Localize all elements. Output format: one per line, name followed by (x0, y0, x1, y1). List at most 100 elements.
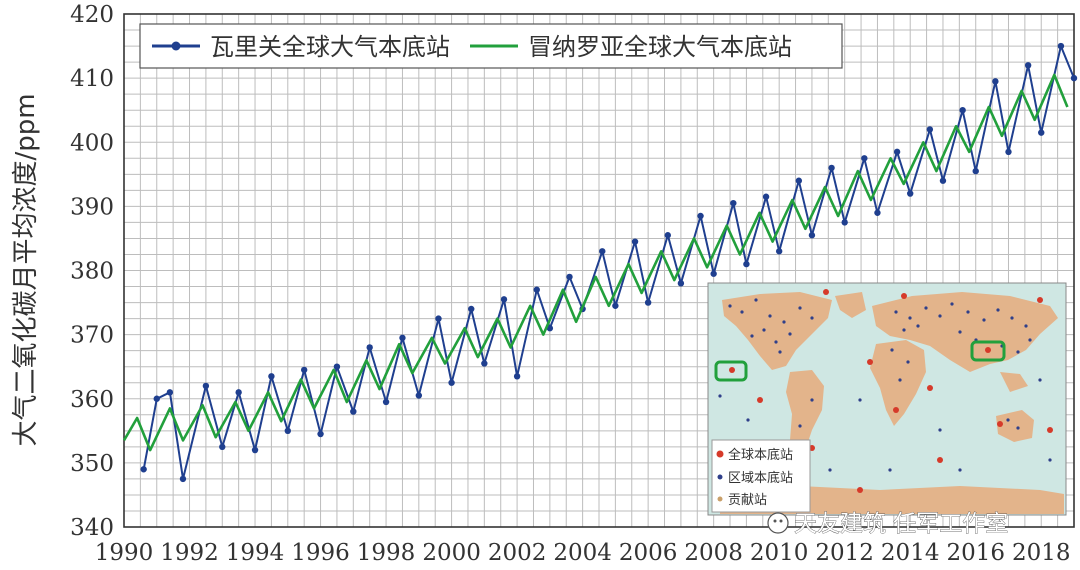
regional-station (728, 304, 732, 308)
data-point (202, 382, 210, 390)
data-point (775, 248, 783, 255)
data-point (874, 209, 881, 216)
regional-station (1016, 350, 1020, 354)
y-tick-label: 360 (70, 387, 114, 413)
inset-legend-contrib-marker (717, 496, 723, 502)
wechat-icon-dot (779, 519, 783, 523)
regional-station (908, 316, 912, 320)
data-point (500, 296, 508, 303)
data-point (140, 466, 147, 473)
regional-station (774, 340, 778, 344)
x-tick-label: 2000 (422, 540, 481, 566)
global-station (893, 407, 899, 413)
y-tick-label: 370 (70, 323, 114, 349)
data-point (268, 373, 275, 380)
regional-station (982, 318, 986, 322)
regional-station (996, 308, 1000, 312)
regional-station (894, 310, 898, 314)
regional-station (828, 468, 832, 472)
data-point (1070, 74, 1078, 82)
regional-station (750, 334, 754, 338)
data-point (366, 344, 373, 351)
data-point (599, 248, 606, 255)
data-point (415, 392, 423, 399)
data-point (1024, 62, 1032, 69)
x-tick-label: 1996 (291, 540, 350, 566)
data-point (808, 232, 816, 239)
regional-station (798, 306, 802, 310)
global-station (901, 293, 907, 299)
global-station (927, 385, 933, 391)
regional-station (890, 348, 894, 352)
data-point (251, 446, 259, 454)
data-point (730, 199, 737, 207)
regional-station (788, 332, 792, 336)
watermark: 天友建筑 任军工作室 (767, 511, 1009, 537)
regional-station (958, 468, 962, 472)
y-tick-label: 420 (70, 2, 114, 28)
inset-legend-regional-marker (717, 474, 723, 480)
regional-station (782, 320, 786, 324)
data-point (677, 280, 685, 287)
regional-station (1006, 418, 1010, 422)
regional-station (858, 398, 862, 402)
regional-station (754, 298, 758, 302)
global-station (857, 487, 863, 493)
data-point (1005, 148, 1012, 156)
data-point (861, 155, 868, 162)
x-tick-label: 1992 (160, 540, 219, 566)
series-layer (122, 42, 1078, 483)
regional-station (1028, 338, 1032, 342)
regional-station (1038, 378, 1042, 382)
data-point (939, 177, 947, 184)
data-point (468, 305, 475, 313)
x-tick-label: 2018 (1012, 540, 1071, 566)
inset-legend-box (711, 439, 811, 513)
data-point (481, 360, 488, 367)
regional-station (888, 468, 892, 472)
global-station (823, 289, 829, 295)
watermark-text: 天友建筑 任军工作室 (794, 511, 1008, 537)
data-point (631, 238, 639, 245)
regional-station (762, 328, 766, 332)
regional-station (778, 350, 782, 354)
regional-station (810, 316, 814, 320)
data-point (448, 379, 455, 386)
wechat-icon (767, 512, 789, 534)
legend-label-maunaloa: 冒纳罗亚全球大气本底站 (528, 33, 792, 61)
data-point (1057, 42, 1065, 50)
data-point (399, 334, 406, 342)
data-point (546, 325, 554, 332)
regional-station (740, 310, 744, 314)
regional-station (810, 398, 814, 402)
x-axis: 1990 1992 1994 1996 1998 2000 2002 2004 2006 2008… (95, 540, 1071, 566)
y-tick-label: 400 (70, 130, 114, 156)
global-station (729, 367, 735, 373)
global-station (1037, 297, 1043, 303)
inset-legend-contrib: 贡献站 (728, 493, 767, 508)
data-point (566, 273, 573, 281)
global-station (937, 457, 943, 463)
data-point (893, 148, 901, 156)
data-point (333, 363, 341, 370)
x-tick-label: 2008 (684, 540, 743, 566)
x-tick-label: 2004 (553, 540, 612, 566)
regional-station (916, 324, 920, 328)
regional-station (902, 328, 906, 332)
data-point (300, 366, 308, 374)
x-tick-label: 2006 (619, 540, 678, 566)
inset-map: 全球本底站 区域本底站 贡献站 (707, 282, 1067, 516)
x-tick-label: 1994 (226, 540, 285, 566)
inset-legend-regional: 区域本底站 (728, 470, 793, 486)
y-tick-label: 350 (70, 451, 114, 477)
x-tick-label: 2012 (815, 540, 874, 566)
data-point (179, 475, 187, 483)
data-point (743, 260, 750, 268)
data-point (762, 193, 770, 200)
data-point (612, 302, 619, 309)
x-tick-label: 2016 (946, 540, 1005, 566)
regional-station (938, 314, 942, 318)
data-point (317, 430, 324, 438)
y-tick-label: 410 (70, 66, 114, 92)
regional-station (906, 360, 910, 364)
